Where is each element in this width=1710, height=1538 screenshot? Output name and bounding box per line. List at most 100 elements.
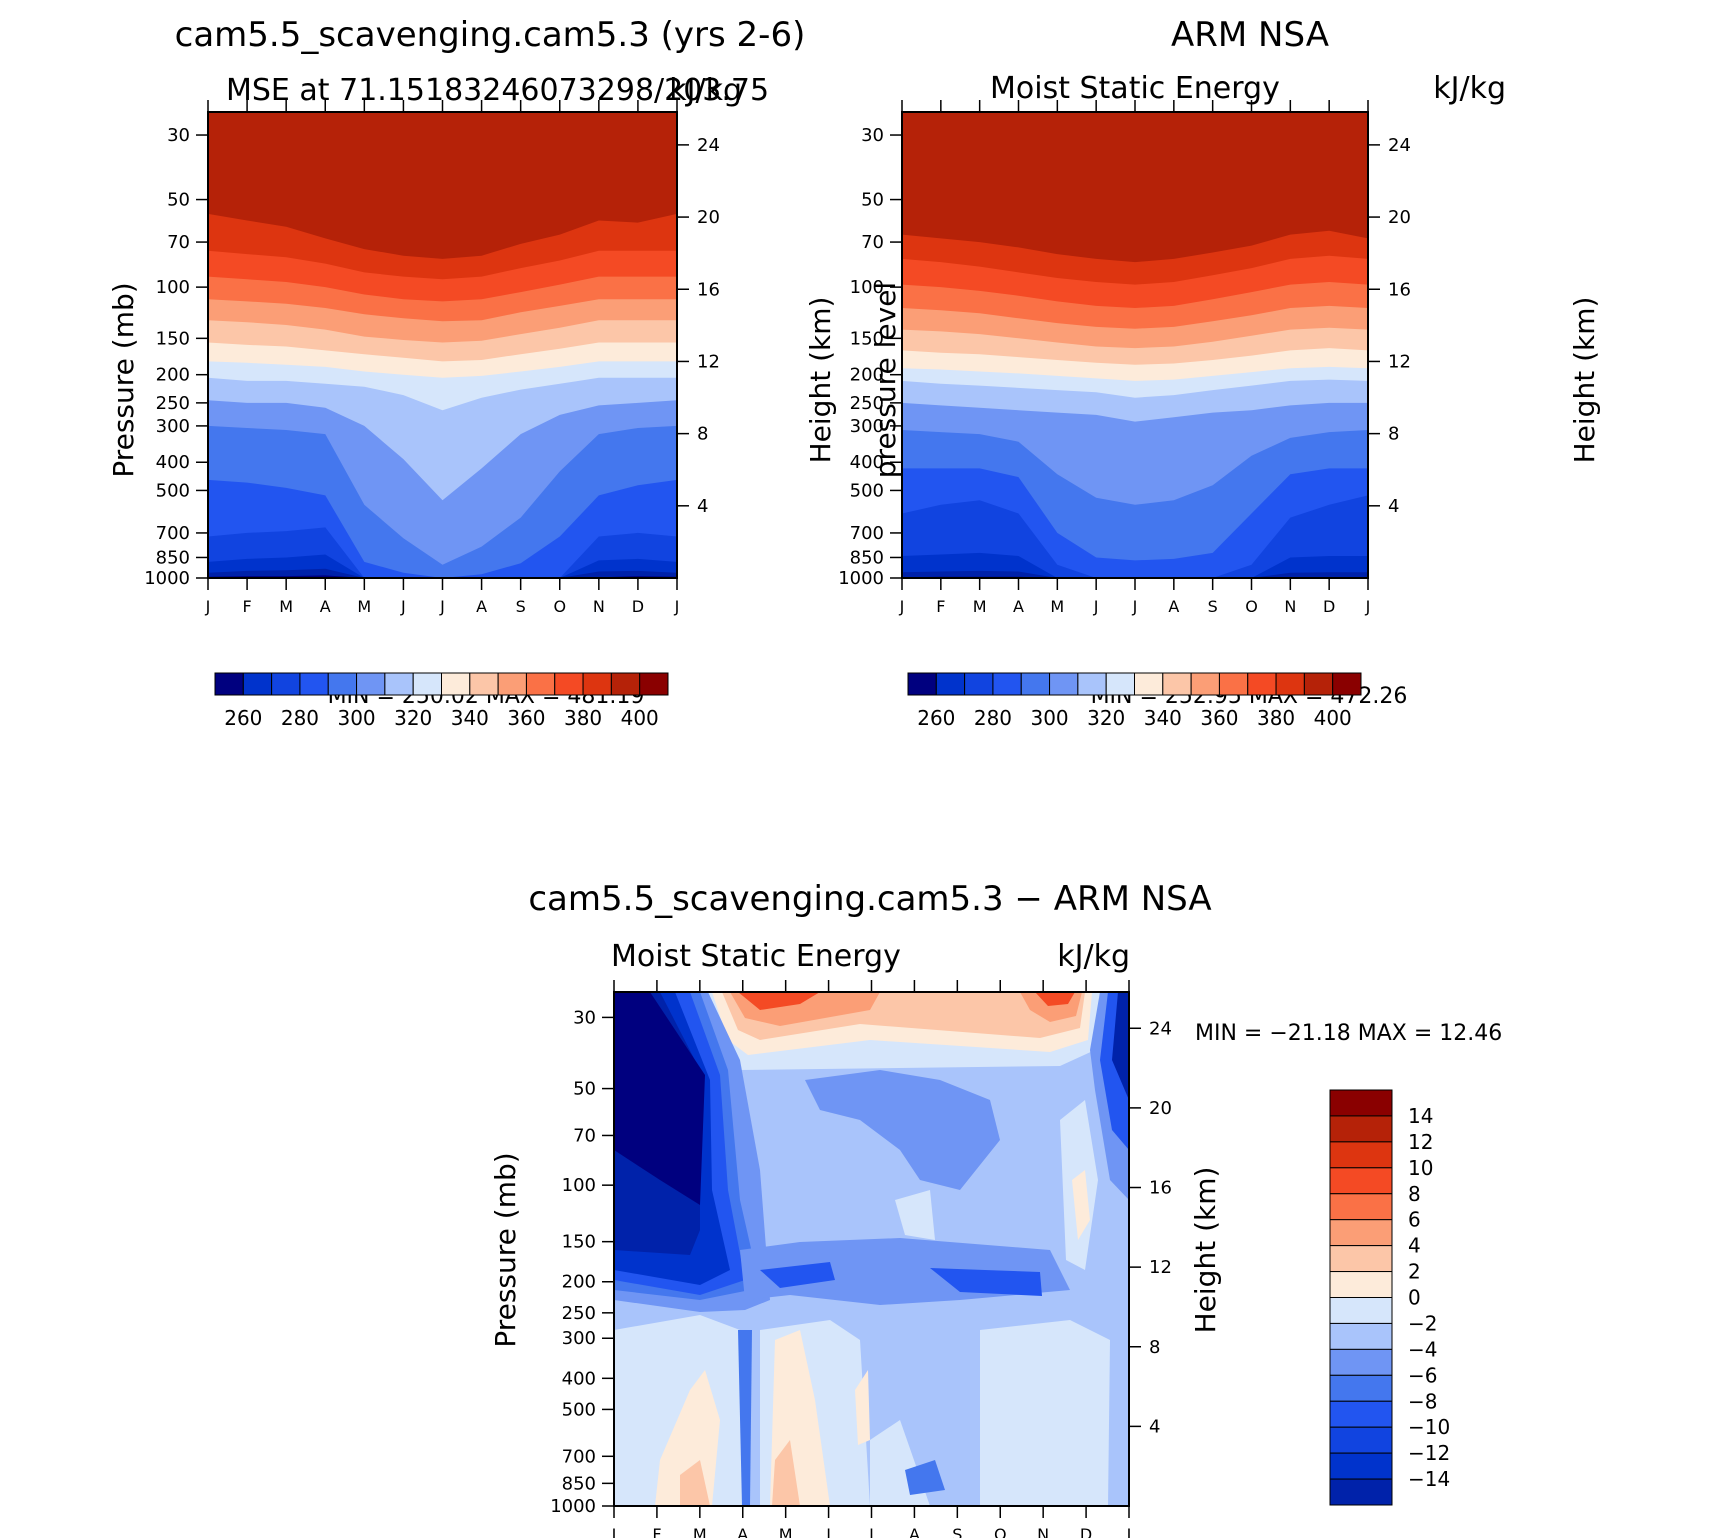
colorbar-box xyxy=(242,672,273,696)
diff-region xyxy=(738,992,820,1010)
month-tick-label: F xyxy=(652,1525,661,1538)
pressure-tick-label: 150 xyxy=(850,328,884,349)
height-tick-label: 24 xyxy=(697,135,720,156)
pressure-tick-label: 100 xyxy=(850,277,884,298)
pressure-tick-label: 400 xyxy=(850,452,884,473)
height-tick-label: 20 xyxy=(1149,1098,1172,1119)
colorbar-box xyxy=(469,672,499,696)
colorbar-box xyxy=(1329,1297,1393,1324)
pressure-tick-label: 500 xyxy=(156,480,190,501)
colorbar-box xyxy=(1105,672,1135,696)
height-tick-label: 24 xyxy=(1149,1018,1172,1039)
month-tick-label: A xyxy=(737,1525,748,1538)
panel-title: cam5.5_scavenging.cam5.3 (yrs 2-6) xyxy=(175,15,806,55)
pressure-tick-label: 70 xyxy=(573,1125,596,1146)
month-tick-label: A xyxy=(1168,597,1179,616)
colorbar-box xyxy=(907,672,937,696)
colorbar-label: 14 xyxy=(1408,1104,1433,1128)
colorbar-box xyxy=(327,672,358,696)
month-tick-label: M xyxy=(357,597,371,616)
pressure-tick-label: 30 xyxy=(167,125,190,146)
pressure-tick-label: 200 xyxy=(562,1272,596,1293)
colorbar-label: 0 xyxy=(1408,1286,1421,1310)
colorbar-box xyxy=(1190,672,1220,696)
contour-band xyxy=(208,112,677,259)
colorbar-box xyxy=(1162,672,1192,696)
contour-band xyxy=(902,112,1368,263)
colorbar-box xyxy=(582,672,612,696)
colorbar-box xyxy=(1329,1219,1393,1247)
height-tick-label: 12 xyxy=(1149,1257,1172,1278)
y-axis-right-label: Height (km) xyxy=(1189,1167,1222,1334)
diff-region xyxy=(655,1370,720,1506)
month-tick-label: M xyxy=(1050,597,1064,616)
height-tick-labels: 24 20 16 12 8 4 xyxy=(697,135,720,517)
colorbar-box xyxy=(1303,672,1334,696)
colorbar-box xyxy=(964,672,994,696)
height-tick-label: 4 xyxy=(697,496,708,517)
pressure-tick-label: 250 xyxy=(562,1303,596,1324)
colorbar-box xyxy=(1329,1245,1393,1273)
month-tick-label: M xyxy=(279,597,293,616)
colorbar-box xyxy=(1329,1426,1393,1454)
colorbar-box xyxy=(1332,672,1362,696)
colorbar-box xyxy=(1329,1271,1393,1298)
pressure-tick-label: 100 xyxy=(156,277,190,298)
colorbar-box xyxy=(1329,1115,1393,1143)
colorbar-label: −2 xyxy=(1408,1311,1437,1335)
month-tick-label: M xyxy=(693,1525,707,1538)
height-tick-label: 8 xyxy=(1388,424,1399,445)
month-tick-label: A xyxy=(476,597,487,616)
colorbar-label: 8 xyxy=(1408,1182,1421,1206)
colorbar-box xyxy=(525,672,556,696)
pressure-tick-label: 850 xyxy=(156,547,190,568)
diff-region xyxy=(772,1440,800,1506)
colorbar-label: 320 xyxy=(1087,706,1125,730)
month-tick-label: J xyxy=(1126,1525,1132,1538)
colorbar-label: 380 xyxy=(1257,706,1295,730)
panel-title: cam5.5_scavenging.cam5.3 − ARM NSA xyxy=(528,879,1211,919)
pressure-tick-label: 50 xyxy=(167,190,190,211)
colorbar-label: 12 xyxy=(1408,1130,1433,1154)
colorbar-box xyxy=(1329,1167,1393,1195)
panel-title: ARM NSA xyxy=(1171,15,1329,55)
colorbar-label: 380 xyxy=(564,706,602,730)
pressure-tick-label: 500 xyxy=(850,480,884,501)
colorbar-label: 300 xyxy=(1030,706,1068,730)
month-tick-label: F xyxy=(242,597,251,616)
colorbar-box xyxy=(271,672,301,696)
colorbar-box xyxy=(1134,672,1164,696)
month-tick-label: M xyxy=(779,1525,793,1538)
diff-region xyxy=(980,1320,1110,1506)
diff-region xyxy=(1072,1170,1090,1240)
pressure-tick-label: 700 xyxy=(850,523,884,544)
diff-region xyxy=(805,1070,1000,1190)
height-tick-label: 16 xyxy=(1149,1178,1172,1199)
model-mse-panel: cam5.5_scavenging.cam5.3 (yrs 2-6) MSE a… xyxy=(107,15,837,730)
colorbar-label: 320 xyxy=(394,706,432,730)
pressure-tick-label: 400 xyxy=(156,452,190,473)
colorbar-label: 400 xyxy=(1314,706,1352,730)
pressure-tick-label: 1000 xyxy=(144,568,190,589)
pressure-tick-label: 100 xyxy=(562,1175,596,1196)
colorbar-box xyxy=(1020,672,1051,696)
month-tick-label: J xyxy=(205,597,211,616)
height-tick-label: 12 xyxy=(697,351,720,372)
pressure-tick-label: 70 xyxy=(167,232,190,253)
contour-plot xyxy=(614,992,1129,1506)
colorbar-box xyxy=(1329,1089,1393,1117)
colorbar-label: 340 xyxy=(451,706,489,730)
height-tick-label: 8 xyxy=(1149,1337,1160,1358)
pressure-tick-label: 850 xyxy=(562,1473,596,1494)
colorbar-box xyxy=(1247,672,1277,696)
colorbar-label: 280 xyxy=(974,706,1012,730)
pressure-tick-label: 400 xyxy=(562,1368,596,1389)
month-tick-label: J xyxy=(439,597,445,616)
colorbar-label: 2 xyxy=(1408,1260,1421,1284)
colorbar-box xyxy=(610,672,641,696)
colorbar-label: 10 xyxy=(1408,1156,1433,1180)
